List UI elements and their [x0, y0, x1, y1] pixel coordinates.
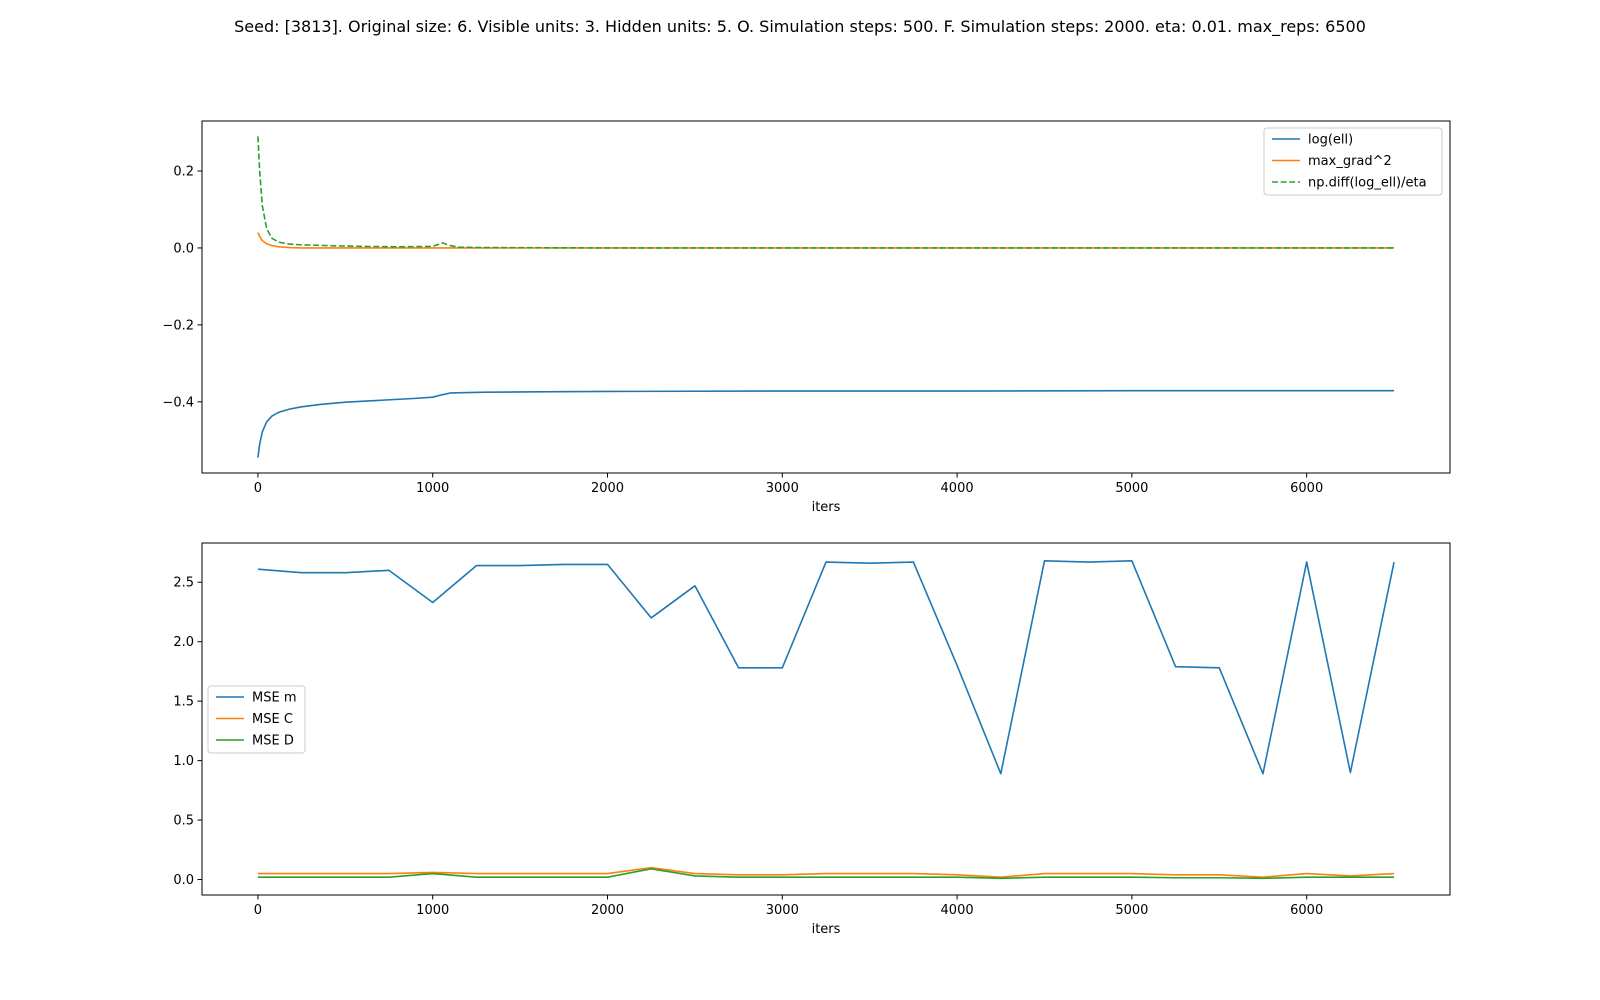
x-tick-label: 5000: [1115, 481, 1148, 496]
legend-box: [1263, 127, 1443, 196]
x-tick-label: 6000: [1290, 903, 1323, 918]
legend-label: max_grad^2: [1308, 154, 1392, 169]
x-tick-label: 3000: [766, 481, 799, 496]
legend-label: MSE m: [252, 691, 296, 706]
y-tick-label: 0.0: [173, 241, 194, 256]
y-tick-label: −0.2: [162, 318, 194, 333]
series-line-1: [257, 389, 1395, 458]
y-tick-label: 0.5: [173, 814, 194, 829]
bottom-plot: 0 1000 2000 3000 4000 5000 6000 0.0 0.5 1.0 1.5 2.0…: [173, 542, 1451, 937]
top-plot: 0 1000 2000 3000 4000 5000 6000 0.2 0.0 −0.2 −0.4 i…: [162, 120, 1451, 515]
y-tick-label: 2.0: [173, 635, 194, 650]
x-axis-label: iters: [812, 922, 841, 937]
x-tick-label: 1000: [416, 903, 449, 918]
axes-frame: [201, 120, 1451, 474]
y-tick-label: −0.4: [162, 395, 194, 410]
series-line-1: [257, 560, 1395, 775]
series-line-2: [257, 866, 1395, 878]
y-tick-label: 0.0: [173, 873, 194, 888]
legend-label: log(ell): [1308, 133, 1353, 148]
x-axis-label: iters: [812, 500, 841, 515]
x-tick-label: 4000: [941, 481, 974, 496]
series-line-3: [257, 136, 1395, 249]
legend-box: [207, 685, 306, 754]
legend: MSE m MSE C MSE D: [207, 685, 306, 754]
x-tick-label: 4000: [941, 903, 974, 918]
series-line-3: [257, 868, 1395, 880]
figure-title: Seed: [3813]. Original size: 6. Visible …: [234, 17, 1366, 36]
x-tick-label: 0: [254, 903, 262, 918]
y-tick-label: 1.5: [173, 695, 194, 710]
legend-label: np.diff(log_ell)/eta: [1308, 176, 1427, 191]
x-tick-label: 3000: [766, 903, 799, 918]
axes-frame: [201, 542, 1451, 896]
y-tick-label: 1.0: [173, 754, 194, 769]
x-tick-label: 2000: [591, 481, 624, 496]
legend: log(ell) max_grad^2 np.diff(log_ell)/eta: [1263, 127, 1443, 196]
y-tick-label: 0.2: [173, 165, 194, 180]
x-tick-label: 0: [254, 481, 262, 496]
series-line-2: [257, 232, 1395, 249]
x-tick-label: 1000: [416, 481, 449, 496]
x-tick-label: 2000: [591, 903, 624, 918]
y-tick-label: 2.5: [173, 576, 194, 591]
x-tick-label: 6000: [1290, 481, 1323, 496]
x-tick-label: 5000: [1115, 903, 1148, 918]
legend-label: MSE D: [252, 734, 294, 749]
legend-label: MSE C: [252, 712, 293, 727]
